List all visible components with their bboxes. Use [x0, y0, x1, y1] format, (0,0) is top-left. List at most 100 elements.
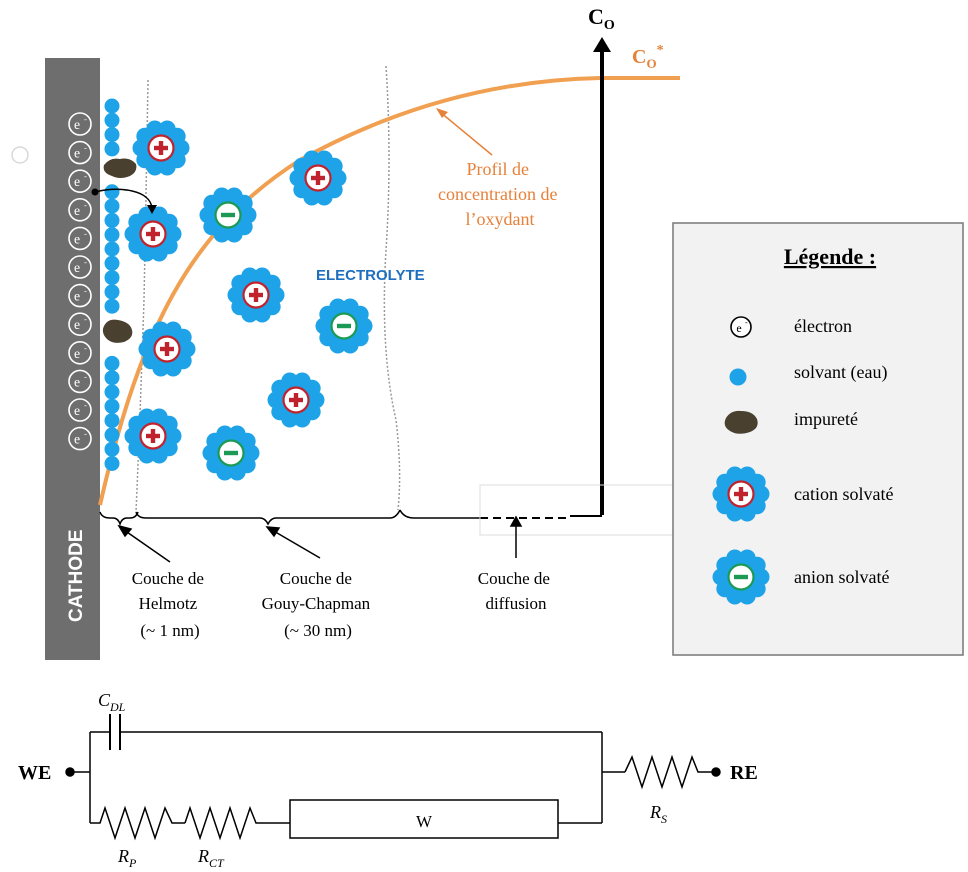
cation-icon — [289, 150, 347, 206]
anion-icon — [202, 425, 260, 481]
equivalent-circuit — [65, 714, 721, 841]
solvent-molecule — [104, 398, 120, 414]
electron-icon: e- — [68, 340, 92, 365]
solvent-molecule — [104, 212, 120, 228]
rs-label: RS — [649, 802, 667, 826]
svg-text:e: e — [74, 146, 80, 161]
resistor-rct — [184, 805, 290, 841]
legend-item-cation: cation solvaté — [794, 484, 893, 504]
anion-icon — [199, 187, 257, 243]
solvent-molecule — [104, 270, 120, 286]
svg-text:CO: CO — [588, 4, 615, 33]
electron-icon: e- — [68, 226, 92, 251]
solvent-molecule — [104, 456, 120, 471]
solvent-molecule — [104, 370, 120, 386]
we-terminal — [65, 767, 75, 777]
svg-text:-: - — [84, 429, 87, 439]
axis-label: C — [588, 4, 604, 29]
cdl-label: CDL — [98, 690, 126, 714]
rct-label: RCT — [197, 846, 225, 870]
solvent-column — [104, 98, 120, 471]
solvated-ions — [124, 120, 373, 481]
electron-icon: e- — [68, 369, 92, 394]
solvent-molecule — [104, 112, 120, 128]
bulk-concentration-label: C — [632, 46, 646, 68]
svg-text:e: e — [74, 289, 80, 304]
svg-text:e: e — [74, 317, 80, 332]
svg-text:-: - — [84, 114, 87, 124]
svg-text:e: e — [74, 374, 80, 389]
svg-text:-: - — [84, 171, 87, 181]
electron-icon: e- — [68, 169, 92, 193]
electrolyte-label: ELECTROLYTE — [316, 267, 425, 284]
warburg-label: W — [416, 812, 433, 831]
cation-icon — [138, 321, 196, 377]
electron-column: e -e -e -e -e -e -e -e -e -e -e -e - — [68, 112, 92, 451]
svg-text:-: - — [84, 228, 87, 238]
warburg-element — [289, 799, 559, 839]
axis-label-sub: O — [604, 18, 615, 33]
cation-icon — [267, 372, 325, 428]
solvent-icon — [729, 368, 747, 386]
svg-text:e: e — [74, 231, 80, 246]
impurity-icon — [102, 319, 133, 343]
concentration-axis: CO CO* — [588, 4, 664, 515]
diffusion-highlight-box — [479, 484, 676, 536]
svg-text:e: e — [74, 432, 80, 447]
solvent-molecule — [104, 198, 120, 214]
legend-item-impurity: impureté — [794, 409, 858, 429]
cation-icon — [132, 120, 190, 176]
svg-text:-: - — [84, 371, 87, 381]
svg-text:-: - — [84, 143, 87, 153]
solvent-molecule — [104, 413, 120, 429]
cation-icon — [712, 466, 770, 522]
electron-icon: e- — [68, 198, 92, 222]
svg-text:e: e — [74, 260, 80, 275]
solvent-molecule — [104, 298, 120, 314]
electron-icon: e- — [68, 283, 92, 308]
svg-text:CO*: CO* — [632, 43, 664, 71]
diffusion-layer-label: Couche de diffusion — [478, 569, 554, 613]
solvent-molecule — [104, 427, 120, 443]
cation-icon — [124, 408, 182, 464]
profile-label-line2: concentration de — [438, 184, 557, 204]
svg-text:e: e — [74, 174, 80, 189]
electron-icon: e- — [68, 112, 92, 136]
rp-label: RP — [117, 846, 137, 870]
faded-electron-icon — [11, 146, 29, 164]
legend-item-electron: électron — [794, 316, 852, 336]
electron-icon: e- — [68, 255, 92, 279]
layer-braces — [99, 509, 602, 527]
solvent-molecule — [104, 355, 120, 371]
re-label: RE — [730, 762, 758, 784]
svg-text:e: e — [74, 203, 80, 218]
svg-text:-: - — [745, 318, 748, 327]
impurity-icon — [724, 410, 758, 434]
cation-icon — [227, 267, 285, 323]
svg-text:-: - — [84, 286, 87, 296]
profile-annotation: Profil de concentration de l’oxydant — [436, 108, 562, 229]
solvent-molecule — [104, 255, 120, 271]
solvent-molecule — [104, 241, 120, 257]
anion-icon — [315, 298, 373, 354]
layer-pointer-arrows — [117, 515, 523, 563]
electron-icon: e- — [68, 426, 92, 451]
svg-text:Profil de concentration: Profil de concentration de l’oxydant — [438, 159, 562, 229]
electron-icon: e- — [68, 312, 92, 337]
re-terminal — [711, 767, 721, 777]
profile-label-line1: Profil de — [467, 159, 530, 179]
solvent-molecule — [104, 141, 120, 157]
svg-text:e: e — [74, 403, 80, 418]
solvent-molecule — [104, 284, 120, 300]
circuit-labels: WE RE CDL RP RCT RS W — [18, 690, 758, 870]
legend: Légende : e- électron solvant (eau) impu… — [672, 222, 964, 656]
svg-text:e: e — [736, 321, 741, 335]
cathode-label: CATHODE — [66, 529, 87, 622]
svg-text:-: - — [84, 200, 87, 210]
anion-icon — [712, 549, 770, 605]
electron-icon: e- — [68, 398, 92, 422]
cation-icon — [124, 206, 182, 262]
solvent-molecule — [104, 227, 120, 243]
svg-text:-: - — [84, 314, 87, 324]
